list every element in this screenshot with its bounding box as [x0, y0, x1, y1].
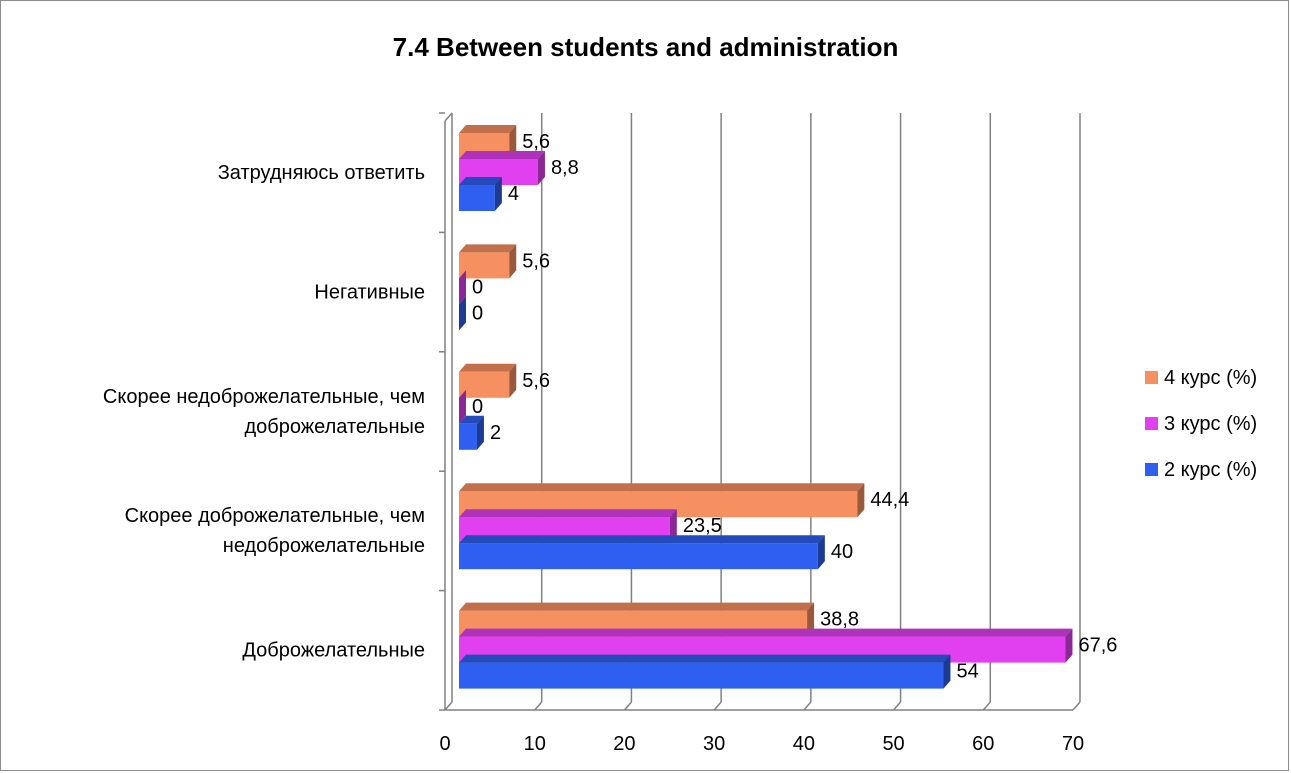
- bar-top: [459, 244, 517, 253]
- data-label: 40: [831, 541, 853, 563]
- floor-line: [534, 701, 543, 711]
- category-label: доброжелательные: [245, 416, 426, 438]
- data-label: 44,4: [870, 489, 909, 511]
- bar-top: [459, 151, 545, 159]
- bar-side: [459, 389, 466, 424]
- bar-top: [459, 125, 517, 133]
- data-label: 5,6: [522, 131, 550, 153]
- bar-side: [494, 177, 502, 211]
- bar-top: [459, 628, 1073, 637]
- data-label: 67,6: [1078, 635, 1117, 657]
- x-tick-label: 30: [703, 733, 725, 755]
- bar-side: [943, 654, 951, 689]
- bar-top: [459, 509, 677, 518]
- legend-label: 2 курс (%): [1164, 459, 1257, 481]
- data-label: 0: [472, 396, 483, 418]
- category-label: Скорее доброжелательные, чем: [125, 505, 425, 527]
- bar: [459, 423, 477, 450]
- category-label: недоброжелательные: [223, 535, 425, 557]
- data-label: 5,6: [522, 370, 550, 392]
- legend-swatch: [1145, 463, 1158, 476]
- x-tick-label: 70: [1062, 733, 1084, 755]
- floor-line: [893, 701, 902, 711]
- bar-side: [476, 415, 484, 450]
- data-label: 8,8: [551, 157, 579, 179]
- bar-side: [817, 535, 825, 570]
- legend-swatch: [1145, 417, 1158, 430]
- floor-line: [982, 701, 991, 711]
- data-label: 2: [490, 422, 501, 444]
- bar-top: [459, 177, 502, 185]
- bar-top: [459, 363, 517, 372]
- bar: [459, 543, 818, 570]
- x-tick-label: 60: [972, 733, 994, 755]
- bar-top: [459, 602, 815, 611]
- data-label: 23,5: [683, 515, 722, 537]
- legend-label: 3 курс (%): [1164, 413, 1257, 435]
- category-label: Доброжелательные: [242, 640, 425, 662]
- x-tick-label: 40: [793, 733, 815, 755]
- data-label: 0: [472, 276, 483, 298]
- x-tick-label: 0: [439, 733, 450, 755]
- category-label: Затрудняюсь ответить: [218, 162, 425, 184]
- bar-side: [537, 151, 545, 185]
- bar: [459, 185, 495, 211]
- data-label: 0: [472, 302, 483, 324]
- bar-top: [459, 535, 825, 544]
- data-label: 4: [508, 183, 519, 205]
- data-label: 5,6: [522, 250, 550, 272]
- legend-swatch: [1145, 371, 1158, 384]
- bar-side: [857, 483, 865, 518]
- floor-line: [803, 701, 812, 711]
- bar-side: [509, 363, 517, 398]
- x-tick-label: 20: [613, 733, 635, 755]
- bar-top: [459, 415, 484, 424]
- bar-side: [509, 125, 517, 159]
- bar-side: [459, 296, 466, 331]
- bar: [459, 662, 944, 689]
- y-axis-top-edge: [444, 112, 453, 122]
- bar-top: [459, 654, 951, 663]
- bar-side: [459, 270, 466, 305]
- data-label: 54: [956, 661, 978, 683]
- x-tick-label: 10: [524, 733, 546, 755]
- floor-line: [1072, 701, 1081, 711]
- bar-top: [459, 483, 865, 492]
- category-label: Негативные: [314, 281, 425, 303]
- bar-side: [669, 509, 677, 544]
- floor-line: [713, 701, 722, 711]
- bar-side: [1065, 628, 1073, 663]
- floor-line: [623, 701, 632, 711]
- bar-side: [509, 244, 517, 279]
- x-tick-label: 50: [882, 733, 904, 755]
- data-label: 38,8: [820, 609, 859, 631]
- category-label: Скорее недоброжелательные, чем: [103, 386, 425, 408]
- floor-line: [444, 701, 453, 711]
- bar: [459, 371, 510, 398]
- bar-side: [807, 602, 815, 637]
- bar: [459, 252, 510, 279]
- legend-label: 4 курс (%): [1164, 367, 1257, 389]
- chart-title: 7.4 Between students and administration: [392, 32, 899, 62]
